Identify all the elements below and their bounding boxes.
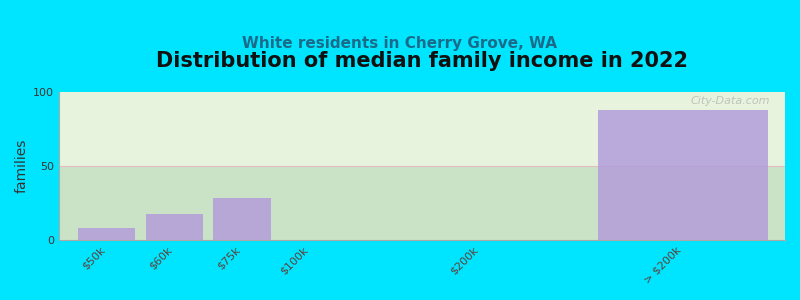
- Title: Distribution of median family income in 2022: Distribution of median family income in …: [156, 51, 688, 71]
- Y-axis label: families: families: [15, 139, 29, 193]
- Text: White residents in Cherry Grove, WA: White residents in Cherry Grove, WA: [242, 36, 558, 51]
- Text: City-Data.com: City-Data.com: [691, 96, 770, 106]
- Bar: [78, 228, 135, 240]
- Bar: [214, 198, 271, 240]
- Bar: [598, 110, 768, 240]
- Bar: [146, 214, 203, 240]
